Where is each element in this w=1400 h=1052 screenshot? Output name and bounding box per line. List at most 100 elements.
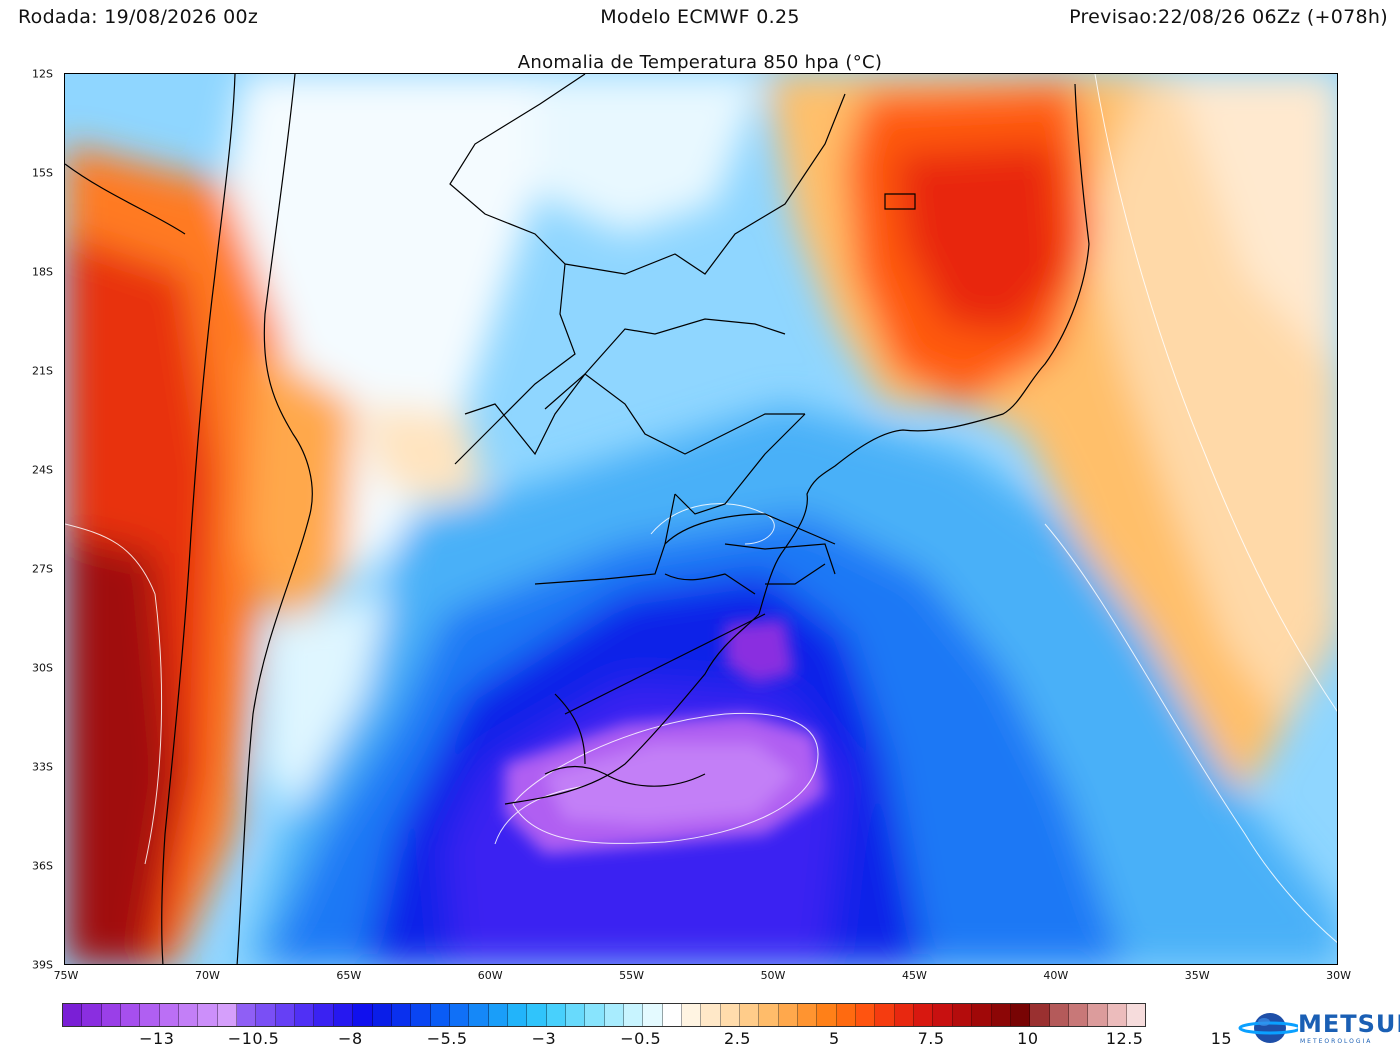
colorbar-swatch xyxy=(565,1004,586,1026)
colorbar-swatch xyxy=(372,1004,392,1026)
colorbar-swatch xyxy=(546,1004,566,1026)
colorbar-swatch xyxy=(643,1004,663,1026)
colorbar-tick-label: −13 xyxy=(139,1029,175,1048)
model-label: Modelo ECMWF 0.25 xyxy=(600,6,800,28)
colorbar-swatch xyxy=(933,1004,953,1026)
colorbar-swatch xyxy=(179,1004,199,1026)
colorbar-swatch xyxy=(391,1004,412,1026)
lat-label: 39S xyxy=(32,958,53,972)
logo-wordmark: METSUL xyxy=(1298,1010,1400,1038)
colorbar-tick-label: 7.5 xyxy=(917,1029,945,1048)
colorbar-swatch xyxy=(121,1004,141,1026)
colorbar-swatch xyxy=(1010,1004,1031,1026)
metsul-logo: METSUL METEOROLOGIA xyxy=(1234,1008,1400,1048)
colorbar-tick-label: −0.5 xyxy=(620,1029,662,1048)
lon-label: 65W xyxy=(336,969,362,982)
colorbar-swatch xyxy=(836,1004,857,1026)
lon-label: 60W xyxy=(477,969,503,982)
colorbar-swatch xyxy=(275,1004,296,1026)
colorbar-swatch xyxy=(217,1004,238,1026)
colorbar-swatch xyxy=(759,1004,779,1026)
lat-label: 12S xyxy=(32,67,53,81)
colorbar-swatch xyxy=(333,1004,354,1026)
forecast-time-label: Previsao:22/08/26 06Zz (+078h) xyxy=(1069,6,1388,28)
colorbar-swatch xyxy=(682,1004,702,1026)
colorbar-swatch xyxy=(701,1004,721,1026)
colorbar-tick-label: −8 xyxy=(338,1029,363,1048)
colorbar-tick-label: 5 xyxy=(828,1029,840,1048)
colorbar-swatch xyxy=(469,1004,489,1026)
lon-label: 30W xyxy=(1326,969,1352,982)
colorbar-swatch xyxy=(198,1004,218,1026)
colorbar-swatch xyxy=(314,1004,334,1026)
colorbar-swatch xyxy=(256,1004,276,1026)
colorbar-tick-label: −3 xyxy=(531,1029,557,1048)
lon-label: 40W xyxy=(1043,969,1069,982)
colorbar-swatch xyxy=(295,1004,315,1026)
colorbar-swatch xyxy=(1068,1004,1089,1026)
colorbar-swatch xyxy=(1088,1004,1108,1026)
lon-label: 55W xyxy=(619,969,645,982)
colorbar-labels: −13 −10.5 −8 −5.5 −3 −0.5 2.5 5 7.5 10 12.5 15 xyxy=(62,1029,1231,1049)
lon-label: 50W xyxy=(760,969,786,982)
colorbar-swatch xyxy=(449,1004,470,1026)
logo-subtitle: METEOROLOGIA xyxy=(1300,1038,1373,1045)
colorbar-swatch xyxy=(778,1004,799,1026)
lat-label: 33S xyxy=(32,760,53,774)
colorbar-swatch xyxy=(101,1004,122,1026)
colorbar-swatch xyxy=(914,1004,934,1026)
colorbar-swatch xyxy=(488,1004,508,1026)
colorbar-swatch xyxy=(82,1004,102,1026)
map-title: Anomalia de Temperatura 850 hpa (°C) xyxy=(517,52,883,73)
colorbar-swatch xyxy=(507,1004,528,1026)
lon-label: 35W xyxy=(1184,969,1210,982)
lat-label: 30S xyxy=(32,661,53,675)
colorbar-swatch xyxy=(1107,1004,1127,1026)
colorbar-tick-label: 12.5 xyxy=(1105,1029,1144,1048)
colorbar-tick-label: 2.5 xyxy=(724,1029,751,1048)
colorbar-swatch xyxy=(159,1004,180,1026)
colorbar-swatch xyxy=(63,1004,83,1026)
colorbar-swatch xyxy=(604,1004,624,1026)
colorbar-swatch xyxy=(1030,1004,1050,1026)
colorbar-swatch xyxy=(972,1004,992,1026)
colorbar-swatch xyxy=(952,1004,973,1026)
lat-label: 27S xyxy=(32,562,53,576)
temperature-anomaly-map[interactable] xyxy=(64,73,1338,965)
lat-label: 15S xyxy=(32,166,53,180)
colorbar-swatch xyxy=(527,1004,547,1026)
colorbar-swatch xyxy=(237,1004,257,1026)
colorbar-swatch xyxy=(720,1004,741,1026)
colorbar-swatch xyxy=(991,1004,1011,1026)
colorbar-tick-label: 10 xyxy=(1017,1029,1039,1048)
lon-label: 45W xyxy=(901,969,927,982)
colorbar-swatch xyxy=(817,1004,837,1026)
colorbar-swatch xyxy=(411,1004,431,1026)
colorbar-swatch xyxy=(875,1004,895,1026)
lat-label: 18S xyxy=(32,265,53,279)
country-borders xyxy=(65,74,1090,964)
colorbar-swatch xyxy=(353,1004,373,1026)
colorbar-swatch xyxy=(662,1004,682,1026)
colorbar-swatch xyxy=(140,1004,160,1026)
lon-label: 70W xyxy=(194,969,220,982)
colorbar-tick-label: 15 xyxy=(1210,1029,1233,1048)
colorbar-swatch xyxy=(740,1004,760,1026)
globe-icon xyxy=(1238,1013,1298,1043)
colorbar-swatch xyxy=(430,1004,450,1026)
colorbar-tick-label: −5.5 xyxy=(426,1029,468,1048)
colorbar-swatch xyxy=(798,1004,818,1026)
lat-label: 24S xyxy=(32,463,53,477)
lon-label: 75W xyxy=(53,969,79,982)
run-time-label: Rodada: 19/08/2026 00z xyxy=(18,6,259,28)
colorbar-swatch xyxy=(623,1004,644,1026)
colorbar-swatch xyxy=(585,1004,605,1026)
colorbar-swatch xyxy=(1049,1004,1069,1026)
colorbar-swatch xyxy=(856,1004,876,1026)
colorbar-swatch xyxy=(1126,1004,1146,1026)
colorbar-tick-label: −10.5 xyxy=(227,1029,280,1048)
colorbar xyxy=(62,1003,1146,1027)
lat-label: 21S xyxy=(32,364,53,378)
lat-label: 36S xyxy=(32,859,53,873)
colorbar-swatch xyxy=(894,1004,915,1026)
